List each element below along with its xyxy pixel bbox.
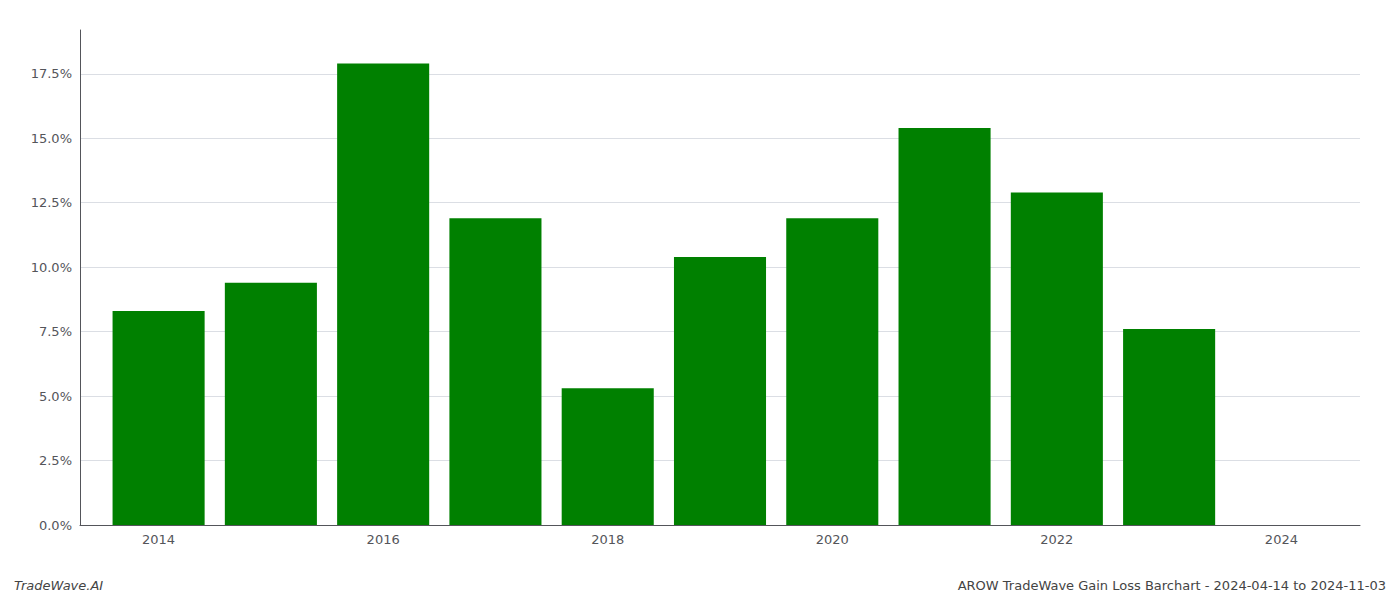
svg-text:2020: 2020	[816, 532, 849, 547]
svg-text:15.0%: 15.0%	[31, 131, 72, 146]
svg-text:2018: 2018	[591, 532, 624, 547]
svg-text:AROW TradeWave Gain Loss Barch: AROW TradeWave Gain Loss Barchart - 2024…	[958, 578, 1386, 593]
svg-text:TradeWave.AI: TradeWave.AI	[14, 578, 103, 593]
svg-text:2022: 2022	[1040, 532, 1073, 547]
svg-text:2024: 2024	[1265, 532, 1298, 547]
svg-text:10.0%: 10.0%	[31, 260, 72, 275]
svg-text:7.5%: 7.5%	[39, 324, 72, 339]
svg-text:2014: 2014	[142, 532, 175, 547]
svg-text:17.5%: 17.5%	[31, 66, 72, 81]
svg-text:12.5%: 12.5%	[31, 195, 72, 210]
svg-text:2016: 2016	[367, 532, 400, 547]
svg-text:2.5%: 2.5%	[39, 453, 72, 468]
svg-text:0.0%: 0.0%	[39, 518, 72, 533]
svg-text:5.0%: 5.0%	[39, 389, 72, 404]
